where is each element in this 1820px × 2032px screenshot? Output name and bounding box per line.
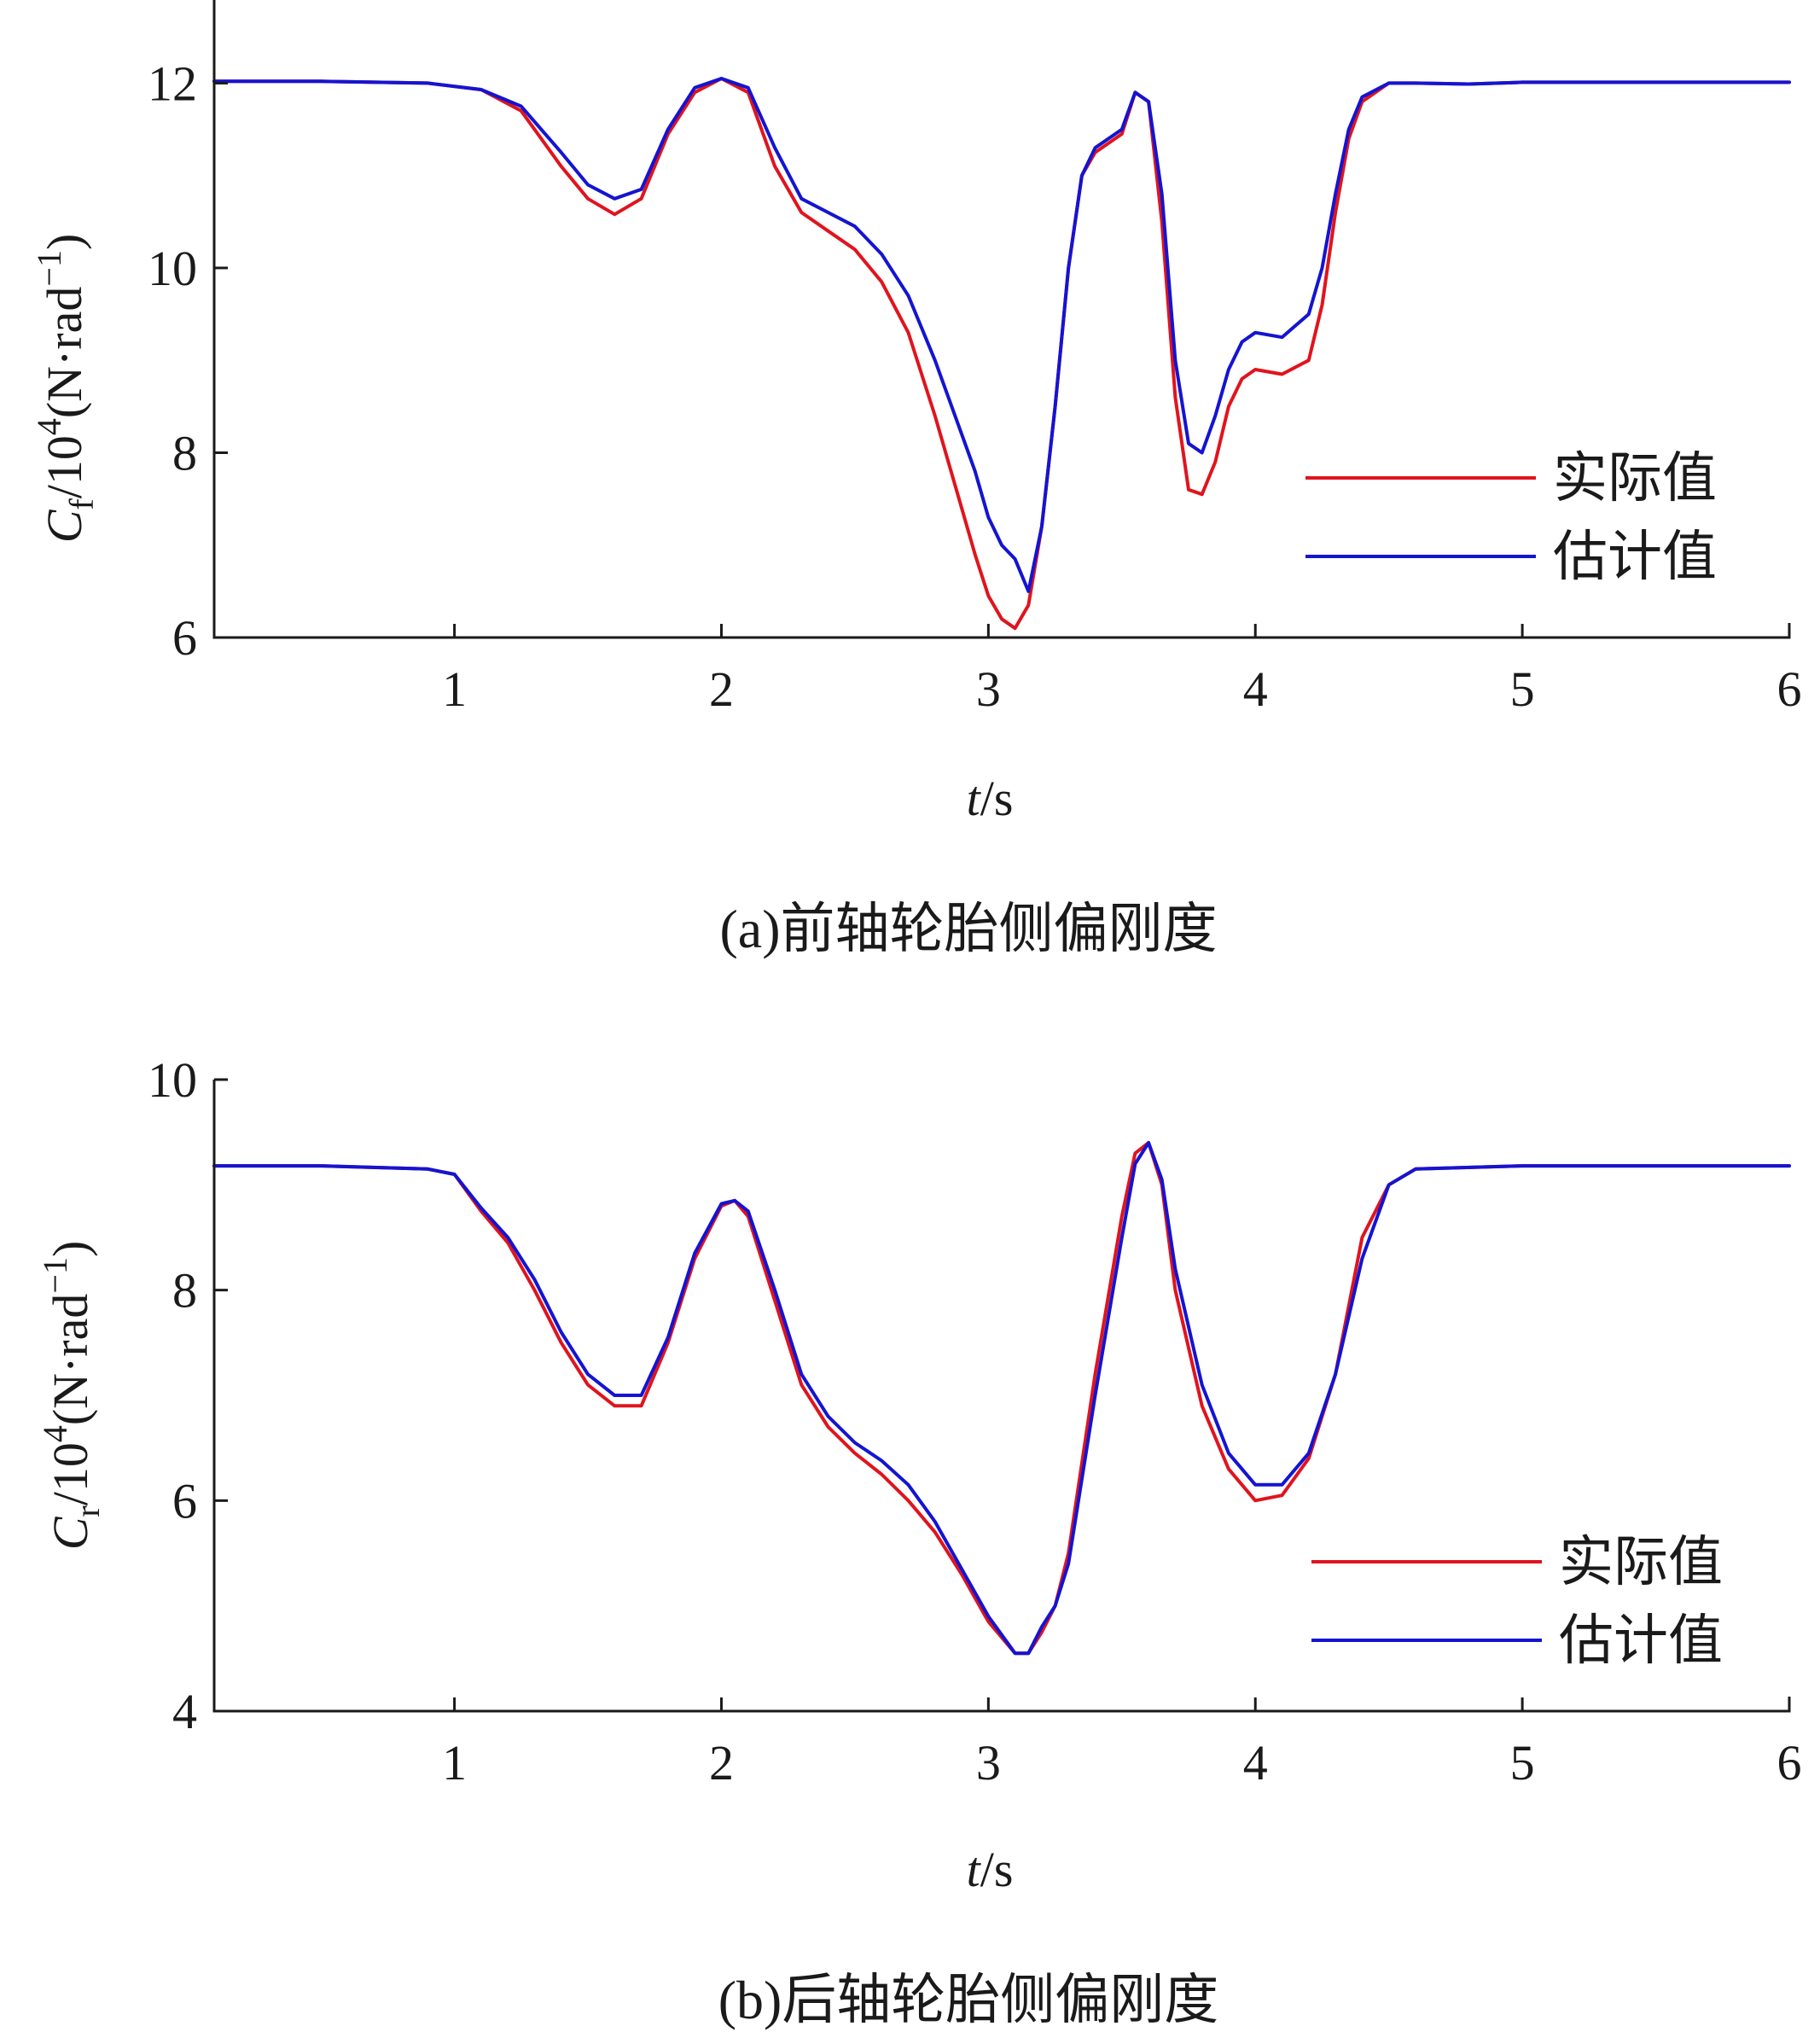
y-tick-label: 10 — [148, 1052, 197, 1108]
x-tick-label: 3 — [976, 661, 1001, 717]
legend-label-0: 实际值 — [1553, 448, 1717, 509]
series-layer — [212, 77, 1791, 631]
x-axis-label: t/s — [967, 771, 1014, 826]
series-line-1 — [212, 77, 1791, 593]
y-tick-label: 10 — [148, 241, 197, 296]
y-tick-label: 6 — [172, 1473, 197, 1528]
x-tick-label: 2 — [709, 1735, 734, 1790]
legend-label-1: 估计值 — [1553, 527, 1717, 587]
x-tick-label: 5 — [1510, 661, 1535, 717]
series-line-0 — [212, 1141, 1791, 1656]
y-tick-label: 6 — [172, 610, 197, 666]
legend-label-1: 估计值 — [1559, 1610, 1723, 1671]
x-tick-label: 2 — [709, 661, 734, 717]
figure-caption-a: (a)前轴轮胎侧偏刚度 — [719, 899, 1217, 959]
x-tick-label: 3 — [976, 1735, 1001, 1790]
y-axis-label: Cr/104(N·rad−1) — [36, 1241, 107, 1551]
x-tick-label: 4 — [1243, 1735, 1268, 1790]
x-tick-label: 5 — [1510, 1735, 1535, 1790]
x-tick-label: 1 — [442, 1735, 467, 1790]
x-tick-label: 1 — [442, 661, 467, 717]
x-tick-label: 6 — [1777, 661, 1802, 717]
svg-text:Cf/104(N·rad−1): Cf/104(N·rad−1) — [30, 234, 101, 544]
x-tick-label: 6 — [1777, 1735, 1802, 1790]
y-tick-label: 8 — [172, 425, 197, 480]
ticks: 1 2 3 4 5 6 4 6 8 10 — [148, 1052, 1802, 1790]
y-tick-label: 4 — [172, 1684, 197, 1739]
figure-caption-b: (b)后轴轮胎侧偏刚度 — [718, 1970, 1219, 2030]
y-tick-label: 8 — [172, 1263, 197, 1319]
y-tick-label: 12 — [148, 55, 197, 111]
y-axis-label: Cf/104(N·rad−1) — [30, 234, 101, 544]
x-axis-label: t/s — [967, 1842, 1014, 1897]
legend-label-0: 实际值 — [1559, 1532, 1723, 1592]
series-line-1 — [212, 1141, 1791, 1656]
x-tick-label: 4 — [1243, 661, 1268, 717]
svg-text:Cr/104(N·rad−1): Cr/104(N·rad−1) — [36, 1241, 107, 1551]
series-layer — [212, 1141, 1791, 1656]
